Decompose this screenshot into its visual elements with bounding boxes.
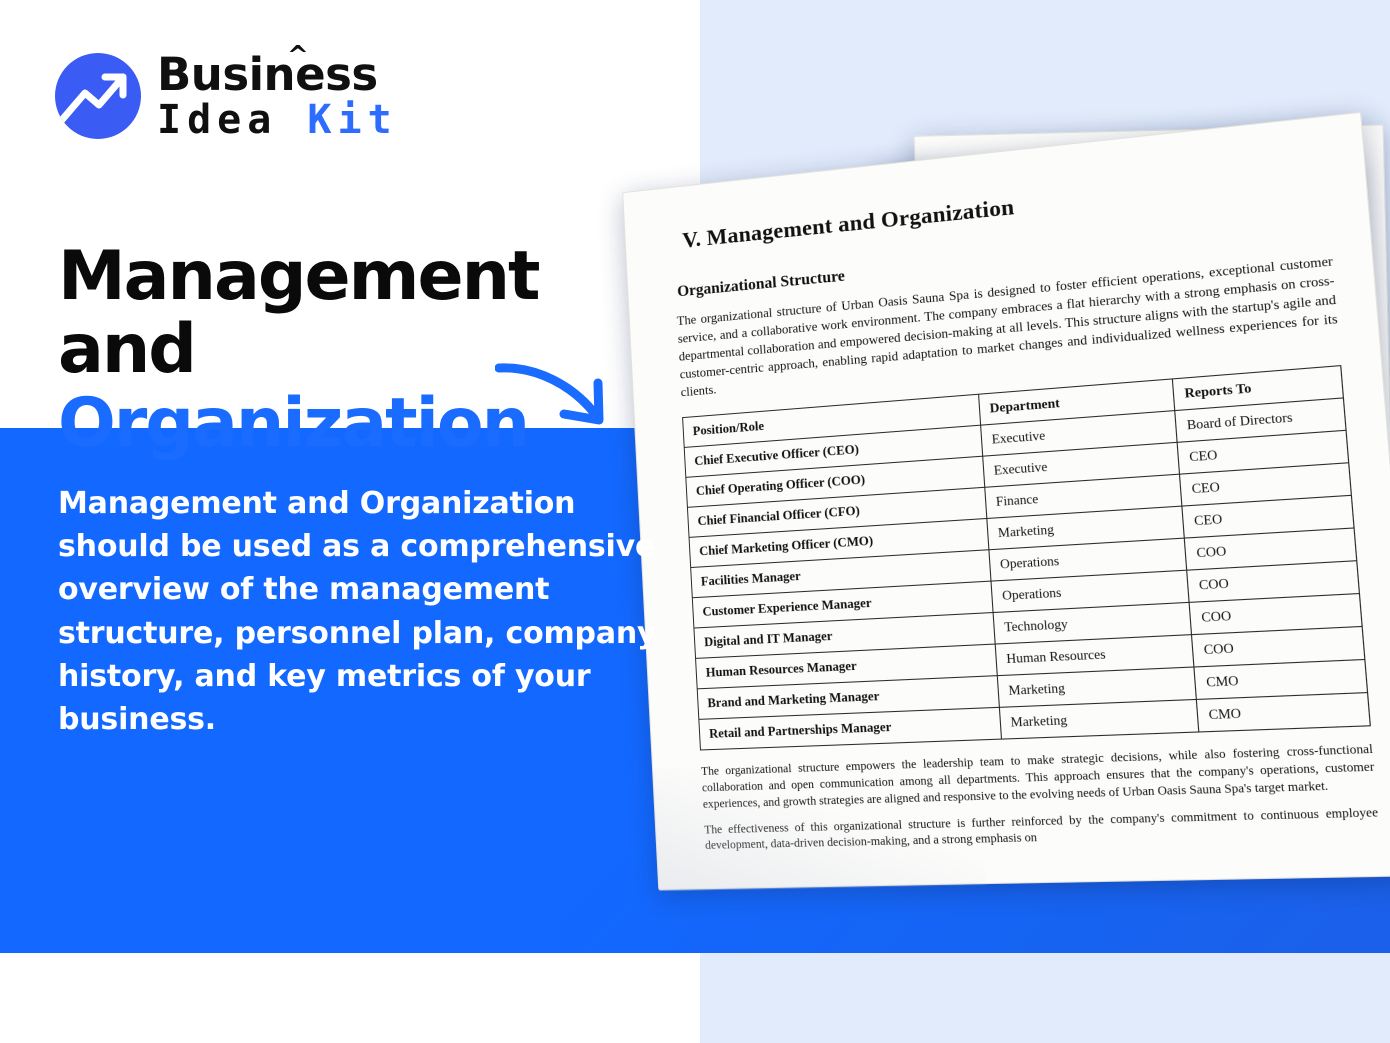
organizational-structure-table: Position/Role Department Reports To Chie… [682, 365, 1371, 751]
logo-text-business: Business [157, 48, 378, 101]
background-white-panel-bottom [0, 953, 700, 1043]
document-stack: ns, a flat on- ch, lients. rs ions, es a… [600, 110, 1390, 930]
cell-reports-to: CMO [1196, 693, 1371, 733]
curved-arrow-icon [495, 363, 604, 425]
logo-circumflex-icon: ^ [287, 41, 309, 71]
page-title-line-2: Organization [58, 383, 530, 463]
document-page-front: V. Management and Organization Organizat… [622, 111, 1390, 891]
page-title-line-1: Management and [58, 237, 541, 390]
logo-line-business: Business ^ [157, 43, 398, 97]
description-text: Management and Organization should be us… [58, 486, 657, 737]
brand-logo[interactable]: Business ^ Idea Kit [55, 43, 398, 140]
cell-department: Marketing [999, 699, 1200, 740]
logo-text-kit: Kit [307, 97, 398, 143]
page-title: Management and Organization [58, 237, 678, 463]
logo-wordmark: Business ^ Idea Kit [157, 43, 398, 140]
logo-text-idea: Idea [157, 97, 278, 143]
logo-line-idea-kit: Idea Kit [157, 100, 398, 140]
growth-arrow-icon [55, 53, 141, 139]
document-closing-paragraph-2: The effectiveness of this organizational… [703, 805, 1379, 853]
document-closing-paragraph-1: The organizational structure empowers th… [700, 743, 1375, 811]
document-closing-section: The organizational structure empowers th… [701, 742, 1380, 855]
